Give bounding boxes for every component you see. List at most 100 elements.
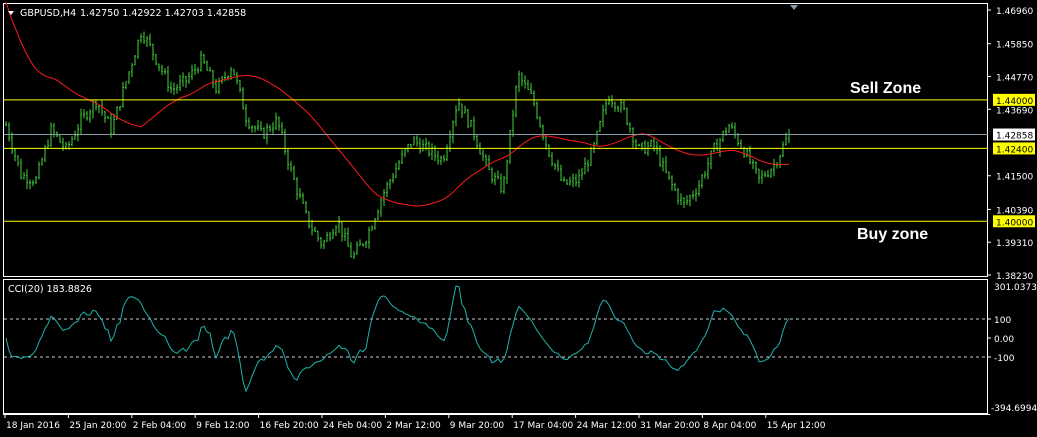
- price-bar: [530, 82, 532, 95]
- price-bar: [758, 168, 760, 184]
- moving-average-line: [5, 2, 790, 207]
- price-axis: 1.44000 1.42400 1.40000 1.42858 1.46960 1.458…: [988, 7, 1035, 282]
- price-tick-label: 1.39310: [996, 239, 1033, 249]
- horizontal-levels[interactable]: [4, 99, 988, 222]
- price-bar: [245, 104, 247, 127]
- price-bar: [287, 148, 289, 171]
- price-bar: [332, 229, 334, 239]
- price-bar: [509, 129, 511, 164]
- sell-zone-label: Sell Zone: [850, 80, 921, 97]
- price-bar: [344, 227, 346, 242]
- price-bar: [653, 138, 655, 152]
- price-bar: [359, 239, 361, 246]
- price-bar: [491, 167, 493, 184]
- cci-min-label: -394.6994: [991, 404, 1037, 414]
- price-bar: [233, 68, 235, 76]
- main-panel-border: [3, 3, 988, 277]
- price-bar: [11, 132, 13, 155]
- price-bar: [149, 33, 151, 47]
- price-bar: [392, 172, 394, 184]
- price-bar: [119, 106, 121, 111]
- price-bar: [161, 64, 163, 76]
- price-bar: [755, 161, 757, 174]
- price-bar: [275, 112, 277, 130]
- price-bar: [356, 241, 358, 255]
- shift-marker-icon[interactable]: [790, 5, 798, 10]
- price-bar: [371, 225, 373, 231]
- collapse-triangle-icon[interactable]: [8, 11, 14, 15]
- price-bar: [581, 167, 583, 181]
- price-bar: [335, 225, 337, 237]
- price-bar: [461, 103, 463, 119]
- price-bar: [227, 75, 229, 81]
- price-bar: [632, 127, 634, 148]
- price-bar: [704, 171, 706, 179]
- price-bar: [722, 130, 724, 143]
- price-bar: [323, 239, 325, 250]
- price-bar: [17, 155, 19, 167]
- time-tick-label: 2 Mar 12:00: [386, 421, 441, 431]
- price-bar: [296, 176, 298, 201]
- cci-level-label: 100: [994, 316, 1011, 326]
- price-bar: [47, 139, 49, 149]
- price-bar: [752, 159, 754, 170]
- price-bar: [587, 159, 589, 172]
- price-bar: [251, 125, 253, 133]
- price-bar: [545, 136, 547, 150]
- price-bar: [86, 111, 88, 121]
- price-bar: [164, 68, 166, 75]
- price-bar: [134, 55, 136, 66]
- cci-max-label: 301.0373: [994, 283, 1037, 293]
- price-bar: [761, 169, 763, 184]
- price-bar: [413, 136, 415, 146]
- time-tick-label: 31 Mar 20:00: [640, 421, 700, 431]
- cci-level-lines: [4, 318, 988, 358]
- price-bar: [698, 180, 700, 197]
- price-bar: [539, 116, 541, 128]
- price-bar: [650, 139, 652, 148]
- price-bar: [692, 190, 694, 200]
- price-bar: [248, 117, 250, 130]
- price-bar: [746, 147, 748, 158]
- price-bar: [284, 128, 286, 155]
- price-bar: [26, 169, 28, 189]
- price-bar: [374, 218, 376, 230]
- price-bar: [695, 188, 697, 202]
- price-bar: [455, 105, 457, 127]
- price-bar: [494, 172, 496, 186]
- price-bar: [5, 121, 7, 126]
- price-bar: [440, 155, 442, 166]
- time-tick-label: 2 Feb 04:00: [133, 421, 187, 431]
- price-bar: [305, 200, 307, 214]
- price-bar: [464, 105, 466, 114]
- cci-axis: 100 0.00 -100 301.0373 -394.6994: [988, 283, 1037, 414]
- current-price-label: 1.42858: [996, 132, 1033, 142]
- price-bar: [497, 170, 499, 180]
- time-tick-label: 24 Mar 12:00: [577, 421, 637, 431]
- price-bar: [560, 164, 562, 182]
- cci-line: [5, 285, 790, 393]
- price-bar: [260, 120, 262, 132]
- price-bar: [773, 158, 775, 177]
- price-bar: [83, 109, 85, 119]
- price-bar: [689, 194, 691, 207]
- price-bar: [41, 157, 43, 166]
- price-bar: [167, 65, 169, 92]
- time-tick-label: 18 Jan 2016: [6, 421, 60, 431]
- price-bar: [719, 137, 721, 157]
- price-bar: [677, 187, 679, 205]
- level-price-tag: [993, 215, 1035, 228]
- cci-label: CCI(20) 183.8826: [8, 284, 92, 295]
- price-bar: [683, 197, 685, 209]
- price-bar: [707, 157, 709, 180]
- price-tick-label: 1.43690: [996, 106, 1033, 116]
- price-bar: [542, 124, 544, 141]
- price-bar: [368, 226, 370, 249]
- price-bar: [563, 176, 565, 182]
- price-bar: [44, 144, 46, 163]
- price-bar: [749, 145, 751, 165]
- price-bar: [239, 80, 241, 93]
- price-bar: [347, 227, 349, 247]
- price-bar: [470, 119, 472, 127]
